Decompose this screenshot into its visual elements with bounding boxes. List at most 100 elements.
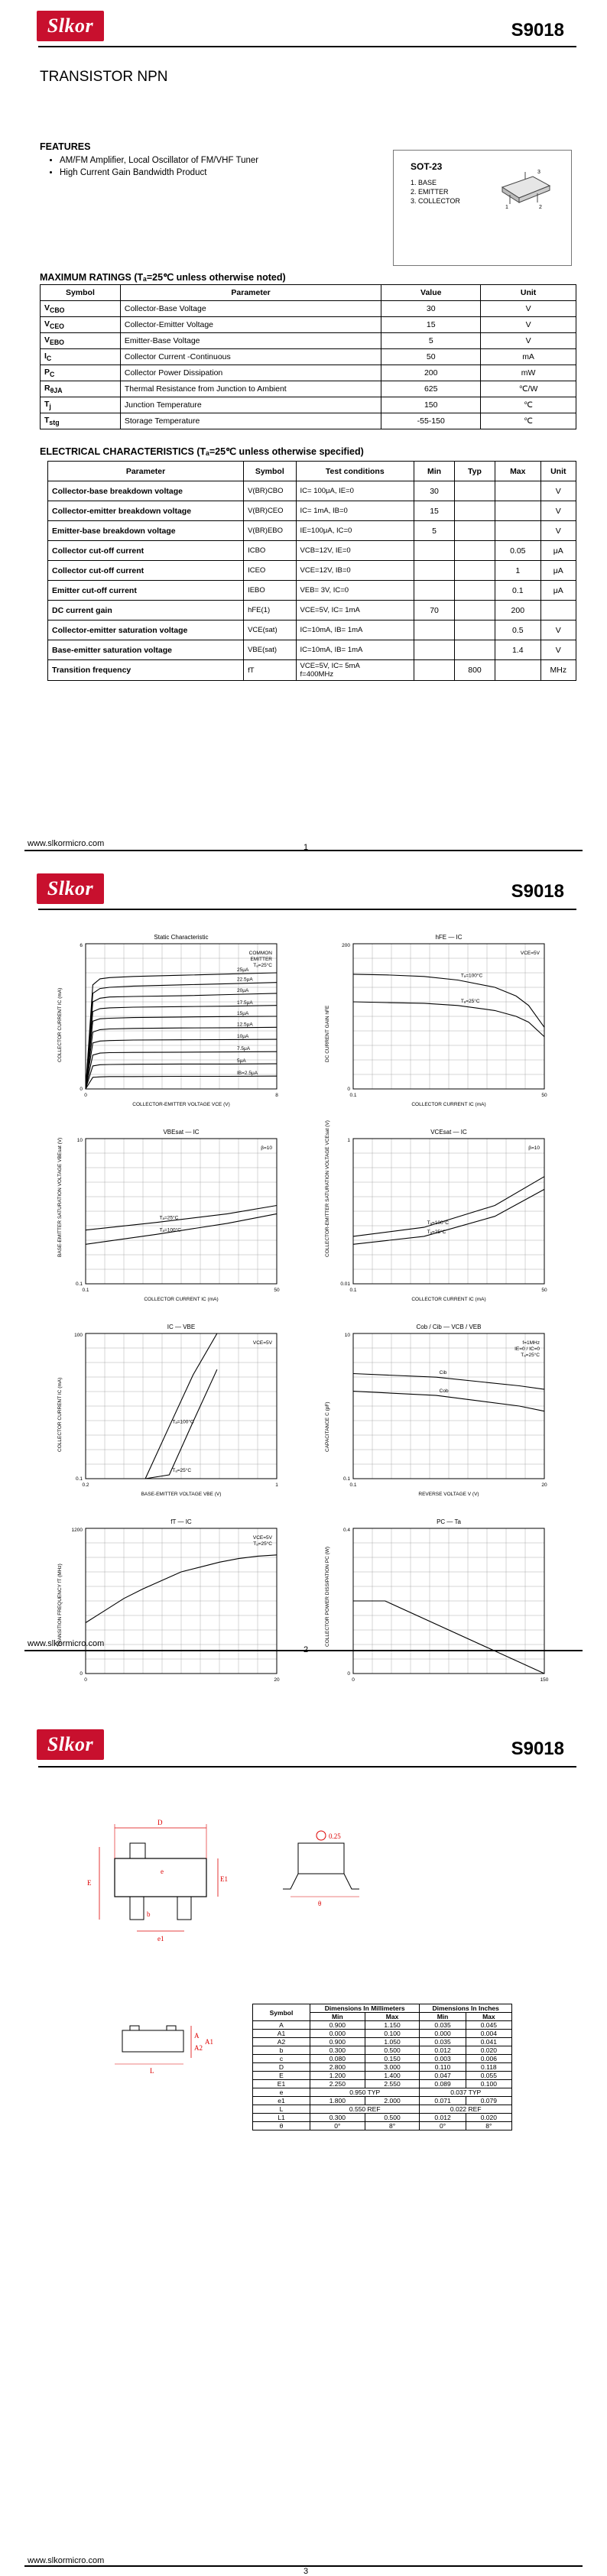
symbol-cell: L1 — [252, 2113, 310, 2122]
footer-url[interactable]: www.slkormicro.com — [28, 839, 105, 848]
value-cell: 0.045 — [465, 2020, 513, 2030]
tick-label: 0 — [84, 1677, 87, 1683]
value-cell: 0.500 — [364, 2046, 420, 2055]
tick-label: 6 — [80, 943, 83, 948]
tick-label: 20 — [541, 1482, 547, 1488]
sot23-image: 3 1 2 — [501, 170, 551, 210]
series-line — [145, 1369, 218, 1479]
series-label: Tₐ=25°C — [427, 1229, 446, 1235]
table-row: VCBO Collector-Base Voltage 30 V — [40, 300, 576, 317]
tick-label: 0 — [80, 1087, 83, 1092]
table-row: L 0.550 REF 0.022 REF — [252, 2105, 512, 2114]
value-cell: 1.200 — [310, 2071, 365, 2080]
symbol-cell: RθJA — [40, 381, 121, 397]
table-row: A1 0.000 0.100 0.000 0.004 — [252, 2029, 513, 2038]
pin-emitter: 2. EMITTER — [411, 188, 449, 196]
min-cell — [414, 659, 456, 681]
col-header: Value — [381, 284, 482, 301]
tick-label: 0.4 — [343, 1528, 350, 1533]
chart-title: VCEsat — IC — [430, 1129, 467, 1136]
y-axis-label: COLLECTOR CURRENT IC (mA) — [57, 988, 63, 1062]
footer-url[interactable]: www.slkormicro.com — [28, 1639, 105, 1648]
min-cell: 5 — [414, 520, 456, 541]
series-label: Tₐ=100°C — [427, 1220, 450, 1226]
condition-cell: VEB= 3V, IC=0 — [295, 580, 415, 601]
col-subheader: Max — [364, 2012, 420, 2021]
tick-label: 0.1 — [349, 1093, 356, 1098]
table-row: DC current gain hFE(1) VCE=5V, IC= 1mA 70 20… — [47, 600, 577, 621]
table-row: L1 0.300 0.500 0.012 0.020 — [252, 2113, 513, 2122]
series-line — [353, 1600, 545, 1674]
min-cell: 30 — [414, 481, 456, 501]
value-cell: 0.100 — [364, 2029, 420, 2038]
plot-frame — [352, 1138, 545, 1285]
max-cell: 0.1 — [494, 580, 541, 601]
chart-note: EMITTER — [250, 957, 272, 962]
chart-panel: 0 8 0 6 Static Characteristic COLLECTOR-EMITT… — [57, 934, 278, 1107]
chart-panel: 0.1 50 0.1 10 VBEsat — IC COLLECTOR CURRENT I… — [57, 1129, 280, 1302]
unit-cell: V — [540, 620, 577, 640]
condition-cell: VCE=5V, IC= 1mA — [295, 600, 415, 621]
header-rule — [38, 46, 576, 47]
x-axis-label: COLLECTOR-EMITTER VOLTAGE VCE (V) — [132, 1102, 230, 1107]
value-cell: 0.037 TYP — [419, 2088, 512, 2097]
parameter-cell: Collector Current -Continuous — [119, 348, 382, 365]
feature-item: AM/FM Amplifier, Local Oscillator of FM/… — [60, 156, 258, 165]
value-cell: 0° — [310, 2121, 365, 2130]
table-row: Emitter cut-off current IEBO VEB= 3V, IC=0… — [47, 580, 577, 601]
min-cell — [414, 540, 456, 561]
table-row: Transition frequency fT VCE=5V, IC= 5mA f=… — [47, 659, 577, 681]
footer-url[interactable]: www.slkormicro.com — [28, 2556, 105, 2565]
package-side-view: 0.25 θ — [283, 1830, 359, 1907]
tick-label: 1200 — [72, 1528, 83, 1533]
max-cell — [494, 520, 541, 541]
chart-title: PC — Ta — [437, 1518, 461, 1525]
chart-note: VCE=5V — [521, 951, 540, 956]
pin-collector: 3. COLLECTOR — [411, 197, 460, 205]
series-label: 5μA — [237, 1058, 246, 1064]
series-label: 22.5μA — [237, 977, 253, 983]
table-row: Collector-base breakdown voltage V(BR)CBO… — [47, 481, 577, 501]
table-row: E1 2.250 2.550 0.089 0.100 — [252, 2079, 513, 2088]
dim-label: A2 — [194, 2044, 203, 2052]
series-line — [352, 974, 545, 1028]
chart-title: hFE — IC — [435, 934, 462, 941]
chart-note: Tₐ=25°C — [521, 1352, 540, 1358]
package-box: SOT-23 1. BASE 2. EMITTER 3. COLLECTOR 3… — [393, 150, 572, 266]
series-line — [85, 1554, 278, 1623]
value-cell: 0.071 — [419, 2096, 466, 2105]
package-front-view: A A2 A1 L — [115, 2025, 213, 2075]
dim-label: E — [87, 1879, 92, 1887]
value-cell: 0.080 — [310, 2054, 365, 2063]
tick-label: 10 — [345, 1333, 351, 1338]
value-cell: 0.300 — [310, 2046, 365, 2055]
parameter-cell: Collector cut-off current — [47, 560, 245, 581]
chart-panel: 0.1 50 0 200 hFE — IC COLLECTOR CURRENT IC (m… — [325, 934, 547, 1107]
elec-heading: ELECTRICAL CHARACTERISTICS (Tₐ=25℃ unles… — [40, 446, 364, 457]
tick-label: 1 — [347, 1138, 350, 1143]
chart-note: COMMON — [249, 951, 273, 956]
parameter-cell: Collector-Base Voltage — [119, 300, 382, 317]
symbol-cell: A2 — [252, 2037, 310, 2046]
brand-logo: Slkor — [37, 11, 104, 41]
max-cell — [494, 501, 541, 521]
symbol-cell: A — [252, 2020, 310, 2030]
max-cell: 0.05 — [494, 540, 541, 561]
typ-cell — [454, 580, 495, 601]
chart-note: VCE=5V — [253, 1340, 273, 1346]
col-header: Parameter — [119, 284, 382, 301]
value-cell: 200 — [381, 365, 482, 381]
value-cell: 0.300 — [310, 2113, 365, 2122]
table-row: Collector cut-off current ICEO VCE=12V, IB… — [47, 560, 577, 581]
series-label: 20μA — [237, 988, 249, 993]
value-cell: 0.020 — [465, 2113, 513, 2122]
svg-text:1: 1 — [505, 205, 508, 210]
value-cell: 2.000 — [364, 2096, 420, 2105]
table-row: A 0.900 1.150 0.035 0.045 — [252, 2020, 513, 2030]
col-header: Parameter — [47, 461, 245, 481]
dim-label: L — [150, 2067, 154, 2075]
unit-cell: μA — [540, 580, 577, 601]
value-cell: 1.150 — [364, 2020, 420, 2030]
tick-label: 0.2 — [82, 1482, 89, 1488]
series-label: Cib — [440, 1370, 447, 1375]
